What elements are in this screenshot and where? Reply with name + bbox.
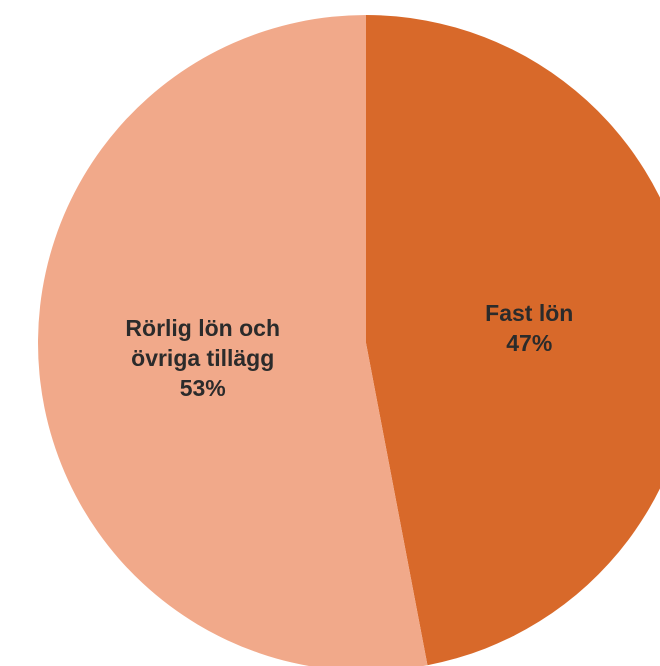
slice-label: Fast lön <box>485 299 574 326</box>
slice-label: 47% <box>506 329 553 356</box>
slice-label: Rörlig lön och övriga tillägg <box>125 315 281 372</box>
slice-label: 53% <box>179 375 226 402</box>
pie-slice <box>38 15 428 666</box>
pie-slice <box>366 15 660 666</box>
